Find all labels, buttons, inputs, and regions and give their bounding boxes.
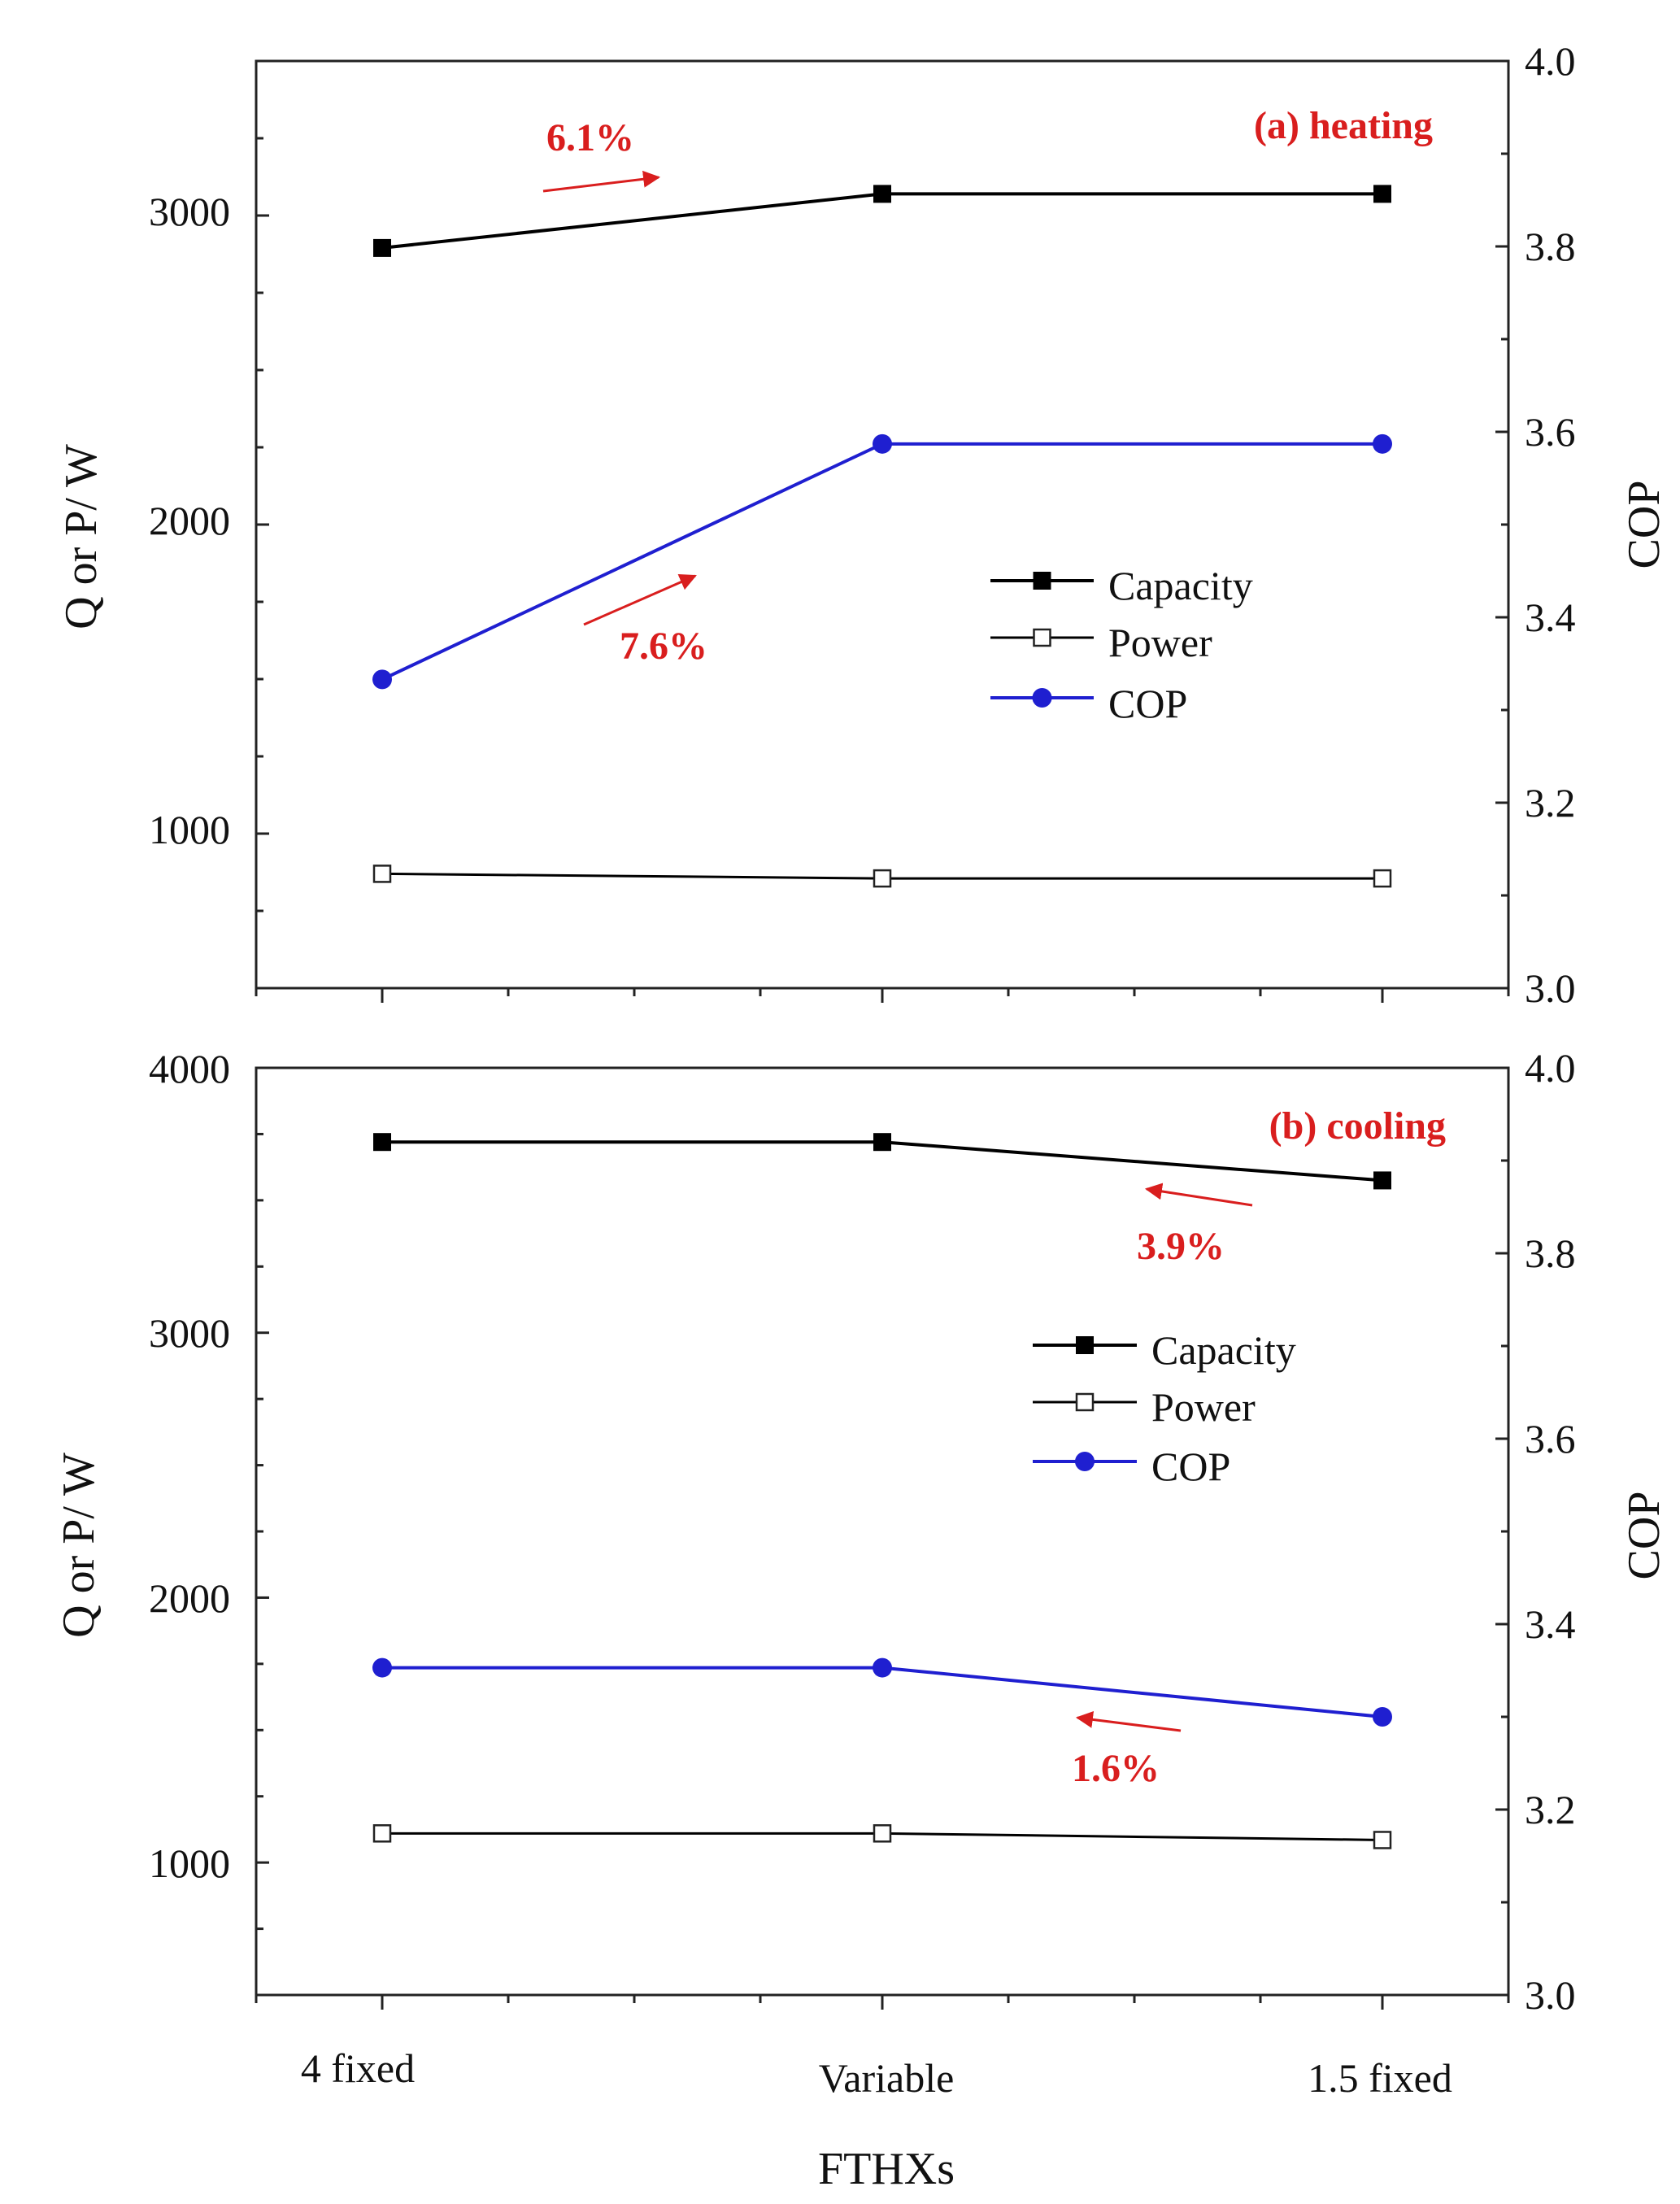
right-tick-label: 3.2 [1525,1787,1576,1832]
legend: Capacity Power COP [1033,1327,1296,1489]
annotation-cop: 1.6% [1072,1710,1182,1790]
series-layer [372,185,1392,888]
panel-title: (b) cooling [1269,1104,1446,1148]
left-tick-label: 3000 [149,189,230,234]
data-point-cop [372,669,392,690]
right-tick-label: 3.0 [1525,1972,1576,2018]
data-point-power [1373,869,1392,888]
panel-title: (a) heating [1254,104,1433,147]
data-point-power [873,869,892,888]
left-tick-label: 1000 [149,807,230,852]
left-tick-label: 2000 [149,498,230,543]
right-tick-label: 3.8 [1525,224,1576,269]
data-point-capacity [1373,1171,1391,1190]
right-tick-label: 4.0 [1525,1045,1576,1091]
x-tick-labels: 4 fixed Variable 1.5 fixed [301,2045,1452,2101]
data-point-cop [1373,433,1392,454]
legend-label: Power [1108,620,1212,665]
legend-marker-power [1075,1392,1095,1412]
left-tick-label: 4000 [149,1046,230,1091]
annotation-label: 1.6% [1072,1747,1160,1790]
annotation-capacity: 3.9% [1137,1183,1253,1268]
series-layer [372,1133,1392,1849]
panel-heating: 1000 2000 3000 3.0 3.2 3.4 3.6 3.8 4.0 Q… [56,38,1669,1011]
y-axis-title: Q or P/ W [56,444,107,629]
annotation-label: 7.6% [620,625,707,668]
data-point-capacity [373,1133,391,1152]
legend: Capacity Power COP [990,563,1253,726]
annotation-arrow [542,170,661,193]
legend-marker-capacity [1076,1336,1094,1354]
annotation-label: 3.9% [1137,1225,1225,1268]
left-tick-label: 3000 [149,1310,230,1356]
legend-marker-capacity [1033,572,1051,590]
data-point-cop [372,1657,392,1678]
legend-label: Capacity [1108,563,1253,608]
x-axis-title: FTHXs [818,2144,955,2194]
right-tick-label: 3.2 [1525,780,1576,825]
y2-axis-title: COP [1619,1492,1669,1580]
data-point-capacity [1373,185,1391,203]
panel-cooling: 1000 2000 3000 4000 3.0 3.2 3.4 3.6 3.8 … [54,1045,1669,2194]
legend-marker-cop [1032,688,1052,708]
axes-ticks [255,1066,1510,2010]
legend-label: COP [1108,681,1187,726]
right-tick-label: 3.0 [1525,965,1576,1011]
right-tick-label: 3.4 [1525,595,1576,640]
left-tick-labels: 1000 2000 3000 4000 [149,1046,230,1886]
annotation-arrow [1075,1710,1182,1732]
annotation-cop: 7.6% [583,573,707,668]
legend-label: Capacity [1151,1327,1296,1373]
data-point-power [1373,1831,1392,1849]
legend-label: COP [1151,1444,1230,1489]
right-tick-labels: 3.0 3.2 3.4 3.6 3.8 4.0 [1525,1045,1576,2018]
data-point-cop [873,1657,892,1678]
legend-marker-power [1033,628,1051,647]
plot-frame [255,1066,1510,1997]
left-tick-labels: 1000 2000 3000 [149,189,230,852]
data-point-capacity [873,1133,891,1152]
series-line-cop [381,442,1382,682]
x-tick-label: 1.5 fixed [1308,2055,1452,2101]
y-axis-title: Q or P/ W [54,1453,104,1638]
data-point-cop [1373,1707,1392,1727]
annotation-capacity: 6.1% [542,116,661,193]
annotation-arrow [1144,1183,1253,1207]
right-tick-labels: 3.0 3.2 3.4 3.6 3.8 4.0 [1525,38,1576,1011]
right-tick-label: 3.8 [1525,1230,1576,1276]
axes-ticks [255,59,1510,1003]
legend-marker-cop [1075,1452,1095,1471]
data-point-power [873,1824,892,1843]
right-tick-label: 3.6 [1525,409,1576,455]
data-point-capacity [873,185,891,203]
data-point-power [372,865,392,883]
right-tick-label: 3.4 [1525,1601,1576,1647]
annotation-label: 6.1% [546,116,634,159]
data-point-capacity [373,238,391,257]
y2-axis-title: COP [1619,481,1669,569]
data-point-cop [873,433,892,454]
annotation-arrow [583,573,697,626]
right-tick-label: 3.6 [1525,1416,1576,1461]
left-tick-label: 1000 [149,1840,230,1886]
legend-label: Power [1151,1384,1256,1430]
right-tick-label: 4.0 [1525,38,1576,84]
left-tick-label: 2000 [149,1575,230,1621]
x-tick-label: 4 fixed [301,2045,415,2091]
x-tick-label: Variable [819,2055,955,2101]
data-point-power [372,1824,392,1843]
